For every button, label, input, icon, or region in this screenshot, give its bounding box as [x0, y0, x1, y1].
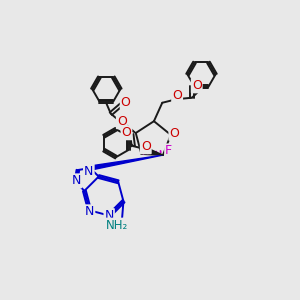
Text: F: F: [165, 144, 172, 158]
Text: O: O: [172, 89, 182, 102]
Text: O: O: [169, 127, 179, 140]
Text: N: N: [72, 174, 81, 188]
Text: O: O: [117, 115, 127, 128]
Text: O: O: [192, 79, 202, 92]
Text: O: O: [141, 140, 151, 153]
Text: O: O: [122, 126, 131, 139]
Text: N: N: [84, 164, 93, 178]
Polygon shape: [124, 124, 136, 133]
Text: N: N: [85, 205, 94, 218]
Polygon shape: [90, 155, 163, 170]
Text: O: O: [121, 96, 130, 109]
Polygon shape: [149, 149, 163, 155]
Text: NH₂: NH₂: [106, 219, 128, 232]
Text: N: N: [104, 209, 114, 222]
Text: N: N: [84, 164, 93, 178]
